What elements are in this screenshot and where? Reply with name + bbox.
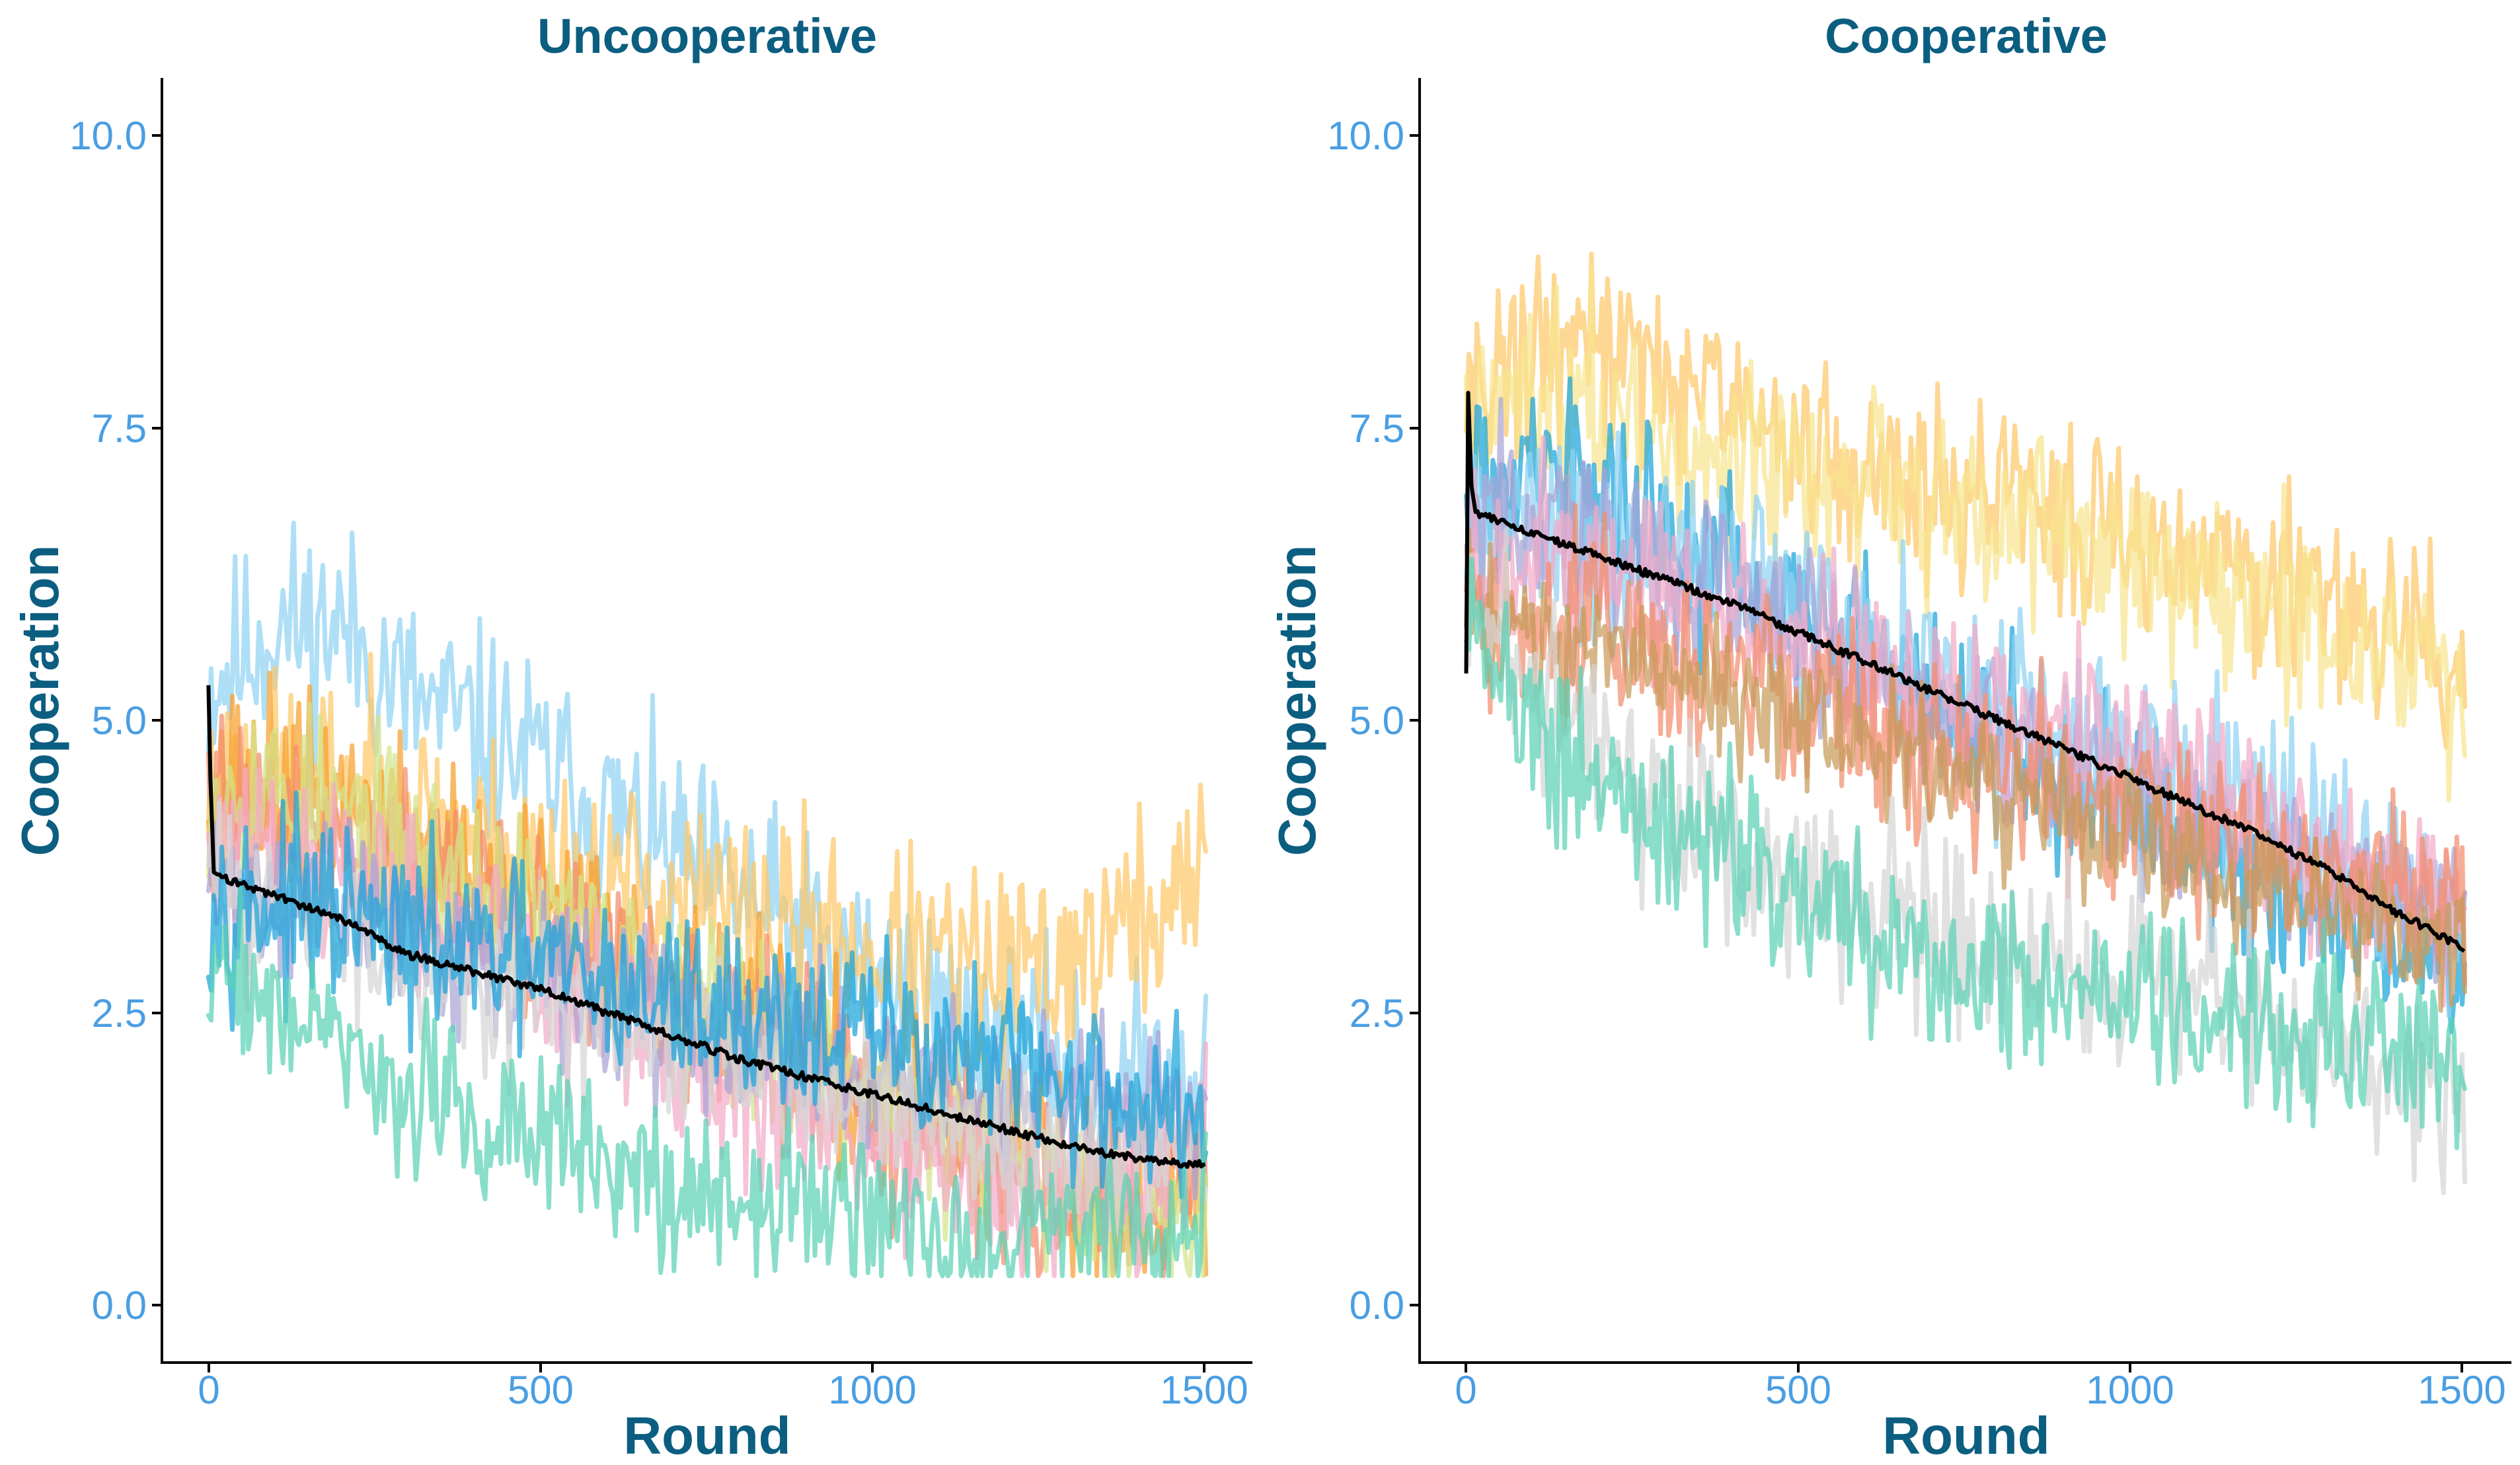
y-tick-label: 7.5	[92, 406, 147, 451]
y-tick-label: 7.5	[1350, 406, 1404, 451]
x-tick-label: 1000	[828, 1368, 916, 1412]
series-layer	[1464, 251, 2467, 1195]
x-ticks: 0 500 1000 1500	[198, 1363, 1248, 1412]
y-tick-label: 2.5	[1350, 991, 1404, 1035]
mean-layer	[1464, 391, 2466, 953]
panel-title: Uncooperative	[537, 9, 877, 63]
panel-title: Cooperative	[1825, 9, 2108, 63]
x-tick-label: 1500	[2418, 1368, 2505, 1412]
mean-line	[206, 685, 1206, 1169]
mean-line	[1464, 391, 2466, 953]
series-line-olive-brown	[1464, 527, 2467, 1013]
x-tick-label: 1500	[1160, 1368, 1248, 1412]
panel-cooperative: Cooperative Cooperation Round 0.0 2.5 5.…	[1268, 9, 2511, 1465]
panel-uncooperative: Uncooperative Cooperation Round 0.0 2.5 …	[11, 9, 1252, 1465]
y-tick-label: 0.0	[92, 1283, 147, 1328]
y-axis-title: Cooperation	[11, 545, 69, 856]
x-tick-label: 0	[1455, 1368, 1476, 1412]
x-ticks: 0 500 1000 1500	[1455, 1363, 2506, 1412]
y-tick-label: 10.0	[1327, 114, 1404, 158]
series-line-teal	[206, 885, 1209, 1279]
y-ticks: 0.0 2.5 5.0 7.5 10.0	[1327, 114, 1420, 1328]
y-axis-title: Cooperation	[1268, 545, 1326, 856]
series-layer	[206, 520, 1209, 1279]
series-line-pale-yellow	[1464, 263, 2467, 803]
y-tick-label: 5.0	[92, 698, 147, 743]
series-line-teal	[1464, 556, 2467, 1150]
x-axis-title: Round	[623, 1406, 790, 1465]
x-tick-label: 500	[1765, 1368, 1831, 1412]
x-tick-label: 500	[508, 1368, 574, 1412]
y-tick-label: 0.0	[1350, 1283, 1404, 1328]
y-tick-label: 10.0	[69, 114, 147, 158]
series-line-light-orange	[1464, 251, 2467, 749]
y-tick-label: 2.5	[92, 991, 147, 1035]
x-tick-label: 1000	[2086, 1368, 2174, 1412]
y-ticks: 0.0 2.5 5.0 7.5 10.0	[69, 114, 162, 1328]
x-tick-label: 0	[198, 1368, 219, 1412]
mean-layer	[206, 685, 1206, 1169]
y-tick-label: 5.0	[1350, 698, 1404, 743]
x-axis-title: Round	[1882, 1406, 2049, 1465]
